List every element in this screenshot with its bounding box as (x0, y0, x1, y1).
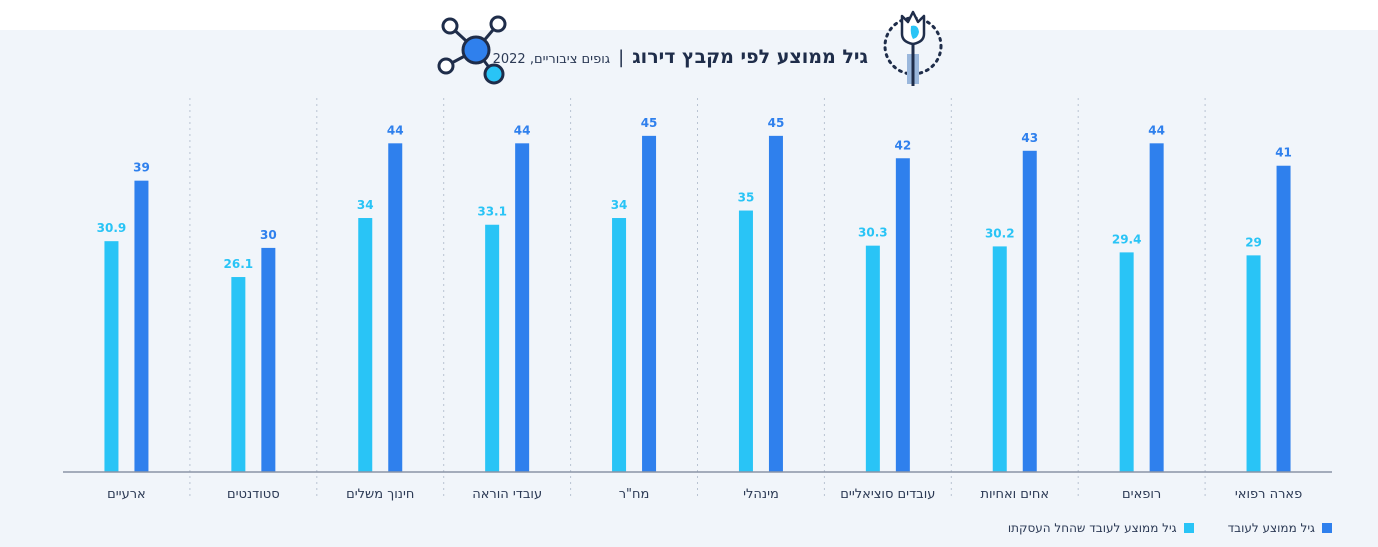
bar-start-age (358, 218, 373, 472)
chart-panel (0, 30, 1378, 547)
bar-current-age (388, 143, 403, 472)
data-label-start-age: 35 (738, 191, 755, 205)
legend-label-current-age: גיל ממוצע לעובד (1227, 521, 1315, 535)
data-label-start-age: 33.1 (477, 205, 507, 219)
category-label: פארה רפואי (1235, 487, 1302, 502)
bar-start-age (1246, 255, 1261, 472)
chart-header: גיל ממוצע לפי מקבץ דירוג | גופים ציבוריי… (0, 0, 1378, 100)
bar-start-age (485, 224, 500, 472)
data-label-current-age: 44 (514, 123, 531, 137)
bar-start-age (738, 210, 753, 473)
data-label-start-age: 29.4 (1112, 232, 1142, 246)
category-label: סטודנטים (227, 487, 280, 502)
bar-start-age (1119, 252, 1134, 472)
legend-swatch-start-age (1183, 523, 1194, 533)
legend-item-current-age: גיל ממוצע לעובד (1228, 521, 1332, 535)
legend: גיל ממוצע לעובד גיל ממוצע לעובד שהחל העס… (1008, 521, 1332, 535)
category-label: מינהלי (743, 487, 779, 502)
bar-current-age (768, 135, 783, 472)
bar-current-age (515, 143, 530, 472)
data-label-current-age: 43 (1021, 131, 1038, 145)
legend-swatch-current-age (1322, 523, 1332, 533)
data-label-start-age: 34 (357, 198, 374, 212)
legend-item-start-age: גיל ממוצע לעובד שהחל העסקתו (1008, 521, 1194, 535)
data-label-current-age: 45 (768, 116, 785, 130)
bar-current-age (642, 135, 657, 472)
data-label-start-age: 26.1 (224, 257, 254, 271)
chart-title: גיל ממוצע לפי מקבץ דירוג (632, 46, 868, 68)
category-label: מח"ר (619, 487, 650, 502)
bar-start-age (104, 241, 119, 472)
chart-subtitle: גופים ציבוריים, 2022 (492, 52, 611, 67)
data-label-current-age: 44 (1148, 123, 1165, 137)
data-label-current-age: 39 (133, 161, 150, 175)
data-label-start-age: 29 (1245, 235, 1262, 249)
data-label-current-age: 30 (260, 228, 277, 242)
category-label: רופאים (1122, 487, 1161, 502)
title-separator: | (618, 47, 625, 68)
bar-current-age (1022, 150, 1037, 473)
data-label-current-age: 45 (641, 116, 658, 130)
data-label-current-age: 41 (1275, 146, 1292, 160)
category-label: אחים ואחיות (980, 487, 1049, 502)
bar-current-age (895, 158, 910, 472)
chart-title-block: גיל ממוצע לפי מקבץ דירוג | גופים ציבוריי… (493, 46, 868, 68)
data-label-start-age: 30.3 (858, 226, 888, 240)
category-label: עובדי הוראה (472, 487, 542, 502)
data-label-start-age: 30.9 (97, 221, 127, 235)
flower-icon (880, 4, 950, 92)
bar-current-age (1276, 165, 1291, 473)
category-label: חינוך משלים (346, 487, 414, 502)
data-label-current-age: 44 (387, 123, 404, 137)
bar-start-age (992, 246, 1007, 472)
data-label-start-age: 30.2 (985, 226, 1015, 240)
category-label: עובדים סוציאליים (840, 487, 935, 502)
data-label-start-age: 34 (611, 198, 628, 212)
bar-current-age (134, 180, 149, 473)
data-label-current-age: 42 (894, 138, 911, 152)
bar-current-age (261, 247, 276, 472)
category-label: ארעיים (107, 487, 146, 502)
bar-current-age (1149, 143, 1164, 472)
bar-start-age (865, 245, 880, 472)
network-icon (432, 14, 518, 92)
bar-start-age (231, 277, 246, 472)
legend-label-start-age: גיל ממוצע לעובד שהחל העסקתו (1007, 521, 1177, 535)
bar-start-age (612, 218, 627, 472)
